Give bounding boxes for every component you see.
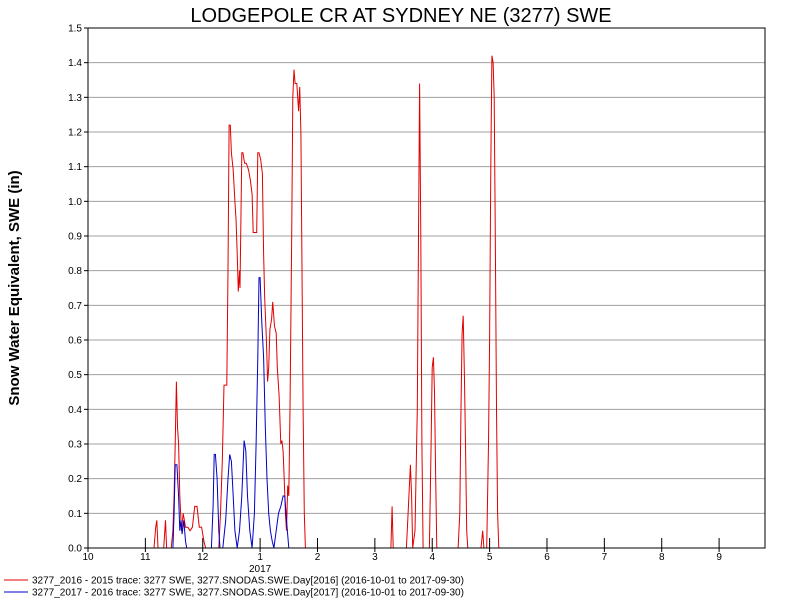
x-tick-label: 11 [140, 552, 151, 563]
plot-frame [87, 27, 766, 549]
x-tick-label: 4 [429, 552, 435, 563]
y-tick-label: 1.5 [68, 24, 82, 35]
y-tick-label: 0.2 [68, 474, 82, 485]
x-year-label: 2017 [249, 564, 272, 575]
x-tick-label: 5 [487, 552, 493, 563]
y-tick-label: 1.4 [68, 58, 82, 69]
series-1-line [405, 83, 424, 549]
series-1-line [153, 520, 159, 549]
x-tick-label: 6 [544, 552, 550, 563]
y-tick-label: 0.8 [68, 266, 82, 277]
series-1-line [480, 530, 485, 549]
legend-label-2: 3277_2017 - 2016 trace: 3277 SWE, 3277.S… [32, 588, 464, 599]
y-tick-label: 0.1 [68, 509, 82, 520]
legend-label-1: 3277_2016 - 2015 trace: 3277 SWE, 3277.S… [32, 576, 464, 587]
series-1-line [457, 315, 469, 549]
gridlines [88, 62, 765, 514]
legend: 3277_2016 - 2015 trace: 3277 SWE, 3277.S… [4, 576, 464, 599]
series-lines [153, 55, 500, 549]
x-tick-label: 3 [372, 552, 378, 563]
y-tick-label: 1.1 [68, 162, 82, 173]
y-tick-label: 0.5 [68, 370, 82, 381]
series-1-line [486, 55, 500, 549]
y-axis-ticks: 0.0 0.1 0.2 0.3 0.4 0.5 0.6 0.7 0.8 0.9 1.0 1.1 1.2 1… [68, 24, 88, 555]
y-tick-label: 0.6 [68, 336, 82, 347]
y-tick-label: 0.4 [68, 405, 82, 416]
series-2-line [172, 464, 188, 549]
x-tick-label: 2 [315, 552, 321, 563]
series-1-line [170, 381, 207, 549]
y-tick-label: 0.0 [68, 544, 82, 555]
y-axis-label: Snow Water Equivalent, SWE (in) [6, 170, 23, 405]
y-tick-label: 1.3 [68, 93, 82, 104]
y-tick-label: 0.9 [68, 232, 82, 243]
series-1-line [218, 69, 306, 549]
y-tick-label: 0.3 [68, 440, 82, 451]
series-1-line [390, 506, 394, 549]
x-tick-label: 12 [197, 552, 209, 563]
chart-title: LODGEPOLE CR AT SYDNEY NE (3277) SWE [190, 5, 611, 27]
x-tick-label: 1 [257, 552, 263, 563]
series-1-line [163, 520, 168, 549]
series-1-line [428, 357, 438, 549]
y-tick-label: 1.2 [68, 128, 82, 139]
x-tick-label: 7 [602, 552, 608, 563]
x-tick-label: 8 [659, 552, 665, 563]
y-tick-label: 1.0 [68, 197, 82, 208]
x-tick-label: 10 [82, 552, 94, 563]
y-tick-label: 0.7 [68, 301, 82, 312]
x-tick-label: 9 [716, 552, 722, 563]
